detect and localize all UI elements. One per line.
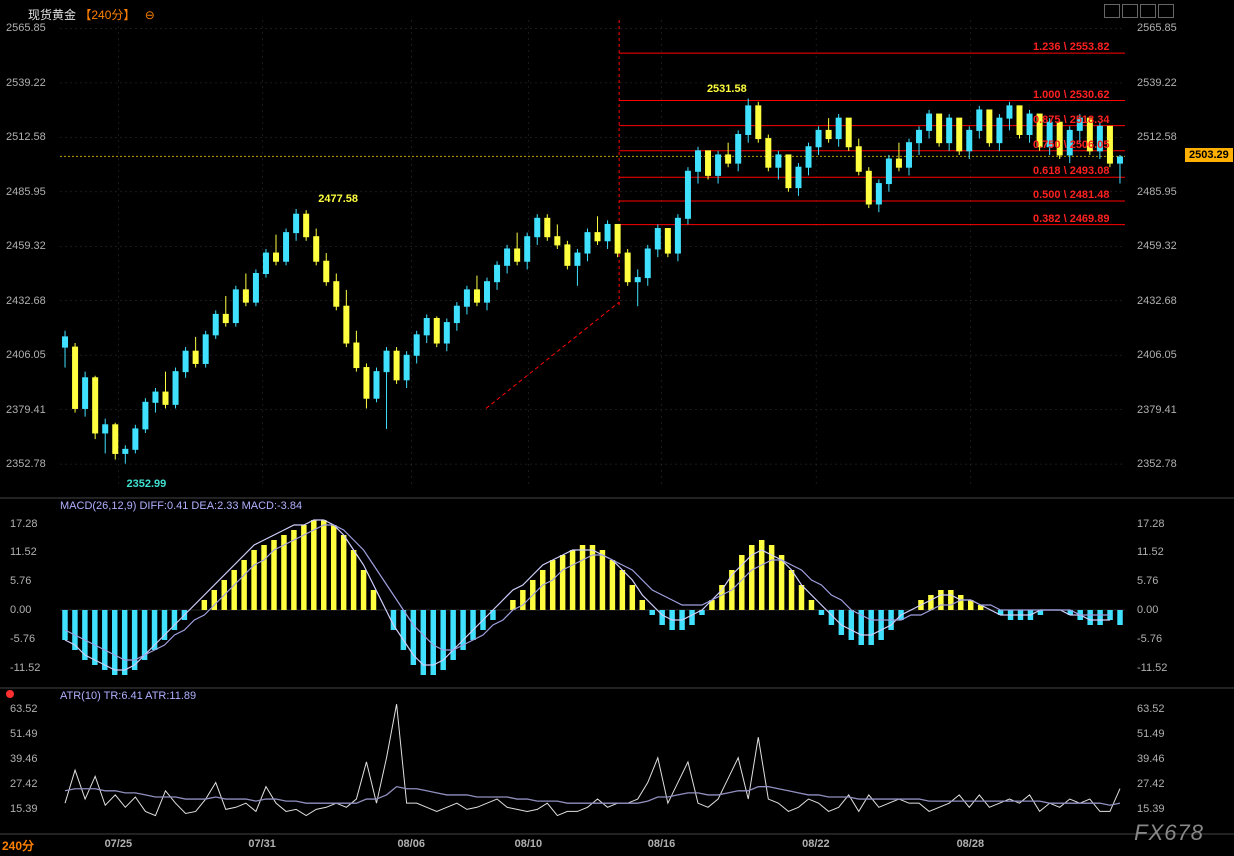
- macd-axis-left: 5.76: [10, 575, 31, 587]
- atr-axis-right: 63.52: [1137, 703, 1165, 715]
- price-axis-tick-right: 2352.78: [1137, 458, 1177, 470]
- price-axis-tick-right: 2565.85: [1137, 22, 1177, 34]
- fib-level-label: 1.236 \ 2553.82: [1033, 41, 1109, 53]
- price-axis-tick-right: 2512.58: [1137, 131, 1177, 143]
- price-axis-tick-left: 2485.95: [6, 186, 46, 198]
- macd-axis-right: 5.76: [1137, 575, 1158, 587]
- price-axis-tick-left: 2406.05: [6, 349, 46, 361]
- atr-axis-left: 51.49: [10, 728, 38, 740]
- date-axis-label: 07/25: [105, 838, 133, 850]
- date-axis-label: 07/31: [248, 838, 276, 850]
- fib-level-label: 1.000 \ 2530.62: [1033, 89, 1109, 101]
- date-axis-label: 08/28: [957, 838, 985, 850]
- price-axis-tick-left: 2379.41: [6, 404, 46, 416]
- atr-axis-right: 39.46: [1137, 753, 1165, 765]
- macd-axis-right: 17.28: [1137, 518, 1165, 530]
- atr-axis-left: 27.42: [10, 778, 38, 790]
- macd-axis-left: 0.00: [10, 604, 31, 616]
- price-axis-tick-right: 2406.05: [1137, 349, 1177, 361]
- price-axis-tick-left: 2512.58: [6, 131, 46, 143]
- fib-level-label: 0.750 \ 2506.05: [1033, 139, 1109, 151]
- macd-axis-right: 0.00: [1137, 604, 1158, 616]
- atr-axis-left: 39.46: [10, 753, 38, 765]
- macd-axis-left: 17.28: [10, 518, 38, 530]
- price-annotation: 2477.58: [318, 193, 358, 205]
- price-axis-tick-right: 2485.95: [1137, 186, 1177, 198]
- price-axis-tick-left: 2539.22: [6, 77, 46, 89]
- macd-axis-left: -5.76: [10, 633, 35, 645]
- fib-level-label: 0.382 \ 2469.89: [1033, 213, 1109, 225]
- date-axis-label: 08/16: [648, 838, 676, 850]
- date-axis-label: 08/22: [802, 838, 830, 850]
- price-axis-tick-left: 2352.78: [6, 458, 46, 470]
- date-axis-label: 08/10: [515, 838, 543, 850]
- macd-axis-left: -11.52: [10, 662, 40, 674]
- current-price-tag: 2503.29: [1185, 148, 1233, 162]
- fib-level-label: 0.875 \ 2518.34: [1033, 114, 1109, 126]
- atr-axis-right: 51.49: [1137, 728, 1165, 740]
- atr-axis-left: 63.52: [10, 703, 38, 715]
- macd-axis-right: -11.52: [1137, 662, 1167, 674]
- price-annotation: 2352.99: [127, 478, 167, 490]
- atr-chart: [0, 0, 1234, 856]
- macd-axis-left: 11.52: [10, 546, 37, 558]
- macd-axis-right: 11.52: [1137, 546, 1164, 558]
- price-axis-tick-right: 2539.22: [1137, 77, 1177, 89]
- price-axis-tick-right: 2459.32: [1137, 240, 1177, 252]
- price-axis-tick-left: 2432.68: [6, 295, 46, 307]
- fib-level-label: 0.618 \ 2493.08: [1033, 165, 1109, 177]
- price-axis-tick-right: 2432.68: [1137, 295, 1177, 307]
- date-axis-label: 08/06: [397, 838, 425, 850]
- price-axis-tick-left: 2565.85: [6, 22, 46, 34]
- atr-axis-right: 15.39: [1137, 803, 1165, 815]
- atr-axis-right: 27.42: [1137, 778, 1165, 790]
- price-axis-tick-left: 2459.32: [6, 240, 46, 252]
- macd-axis-right: -5.76: [1137, 633, 1162, 645]
- price-annotation: 2531.58: [707, 83, 747, 95]
- macd-label: MACD(26,12,9) DIFF:0.41 DEA:2.33 MACD:-3…: [60, 500, 302, 512]
- fib-level-label: 0.500 \ 2481.48: [1033, 189, 1109, 201]
- atr-label: ATR(10) TR:6.41 ATR:11.89: [60, 690, 196, 702]
- timeframe-corner: 240分: [2, 837, 34, 854]
- price-axis-tick-right: 2379.41: [1137, 404, 1177, 416]
- watermark: FX678: [1134, 820, 1204, 846]
- atr-dot-icon: [6, 690, 14, 698]
- atr-axis-left: 15.39: [10, 803, 38, 815]
